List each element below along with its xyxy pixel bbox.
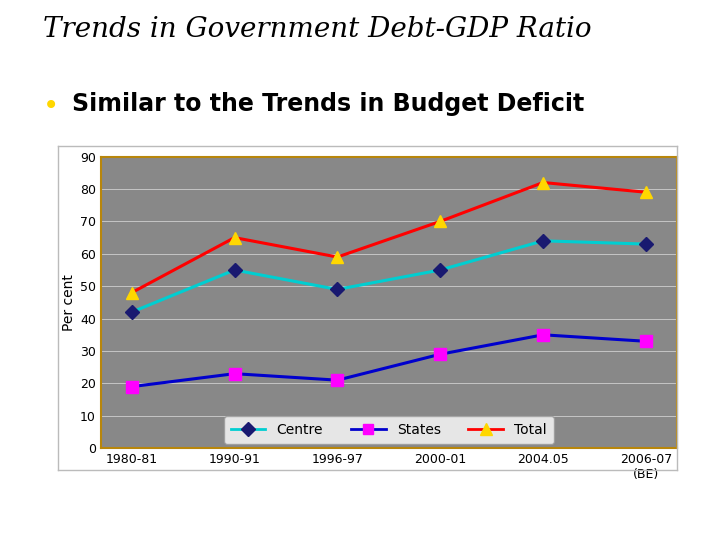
States (333, 377, 342, 383)
Total (642, 189, 650, 195)
Total (436, 218, 444, 225)
States (127, 383, 136, 390)
Centre (230, 267, 239, 273)
States (642, 338, 650, 345)
Centre (539, 238, 547, 244)
Y-axis label: Per cent: Per cent (62, 274, 76, 331)
Legend: Centre, States, Total: Centre, States, Total (224, 416, 554, 444)
Centre (333, 286, 342, 293)
Total (333, 254, 342, 260)
Line: Total: Total (125, 176, 652, 299)
Text: •: • (43, 92, 60, 120)
Centre (642, 241, 650, 247)
Total (230, 234, 239, 241)
Line: Centre: Centre (127, 236, 651, 317)
Centre (436, 267, 444, 273)
Text: Trends in Government Debt-GDP Ratio: Trends in Government Debt-GDP Ratio (43, 16, 592, 43)
States (539, 332, 547, 338)
Total (127, 289, 136, 296)
States (436, 351, 444, 357)
States (230, 370, 239, 377)
Text: Similar to the Trends in Budget Deficit: Similar to the Trends in Budget Deficit (72, 92, 584, 116)
Total (539, 179, 547, 186)
Centre (127, 309, 136, 315)
Line: States: States (126, 329, 652, 392)
